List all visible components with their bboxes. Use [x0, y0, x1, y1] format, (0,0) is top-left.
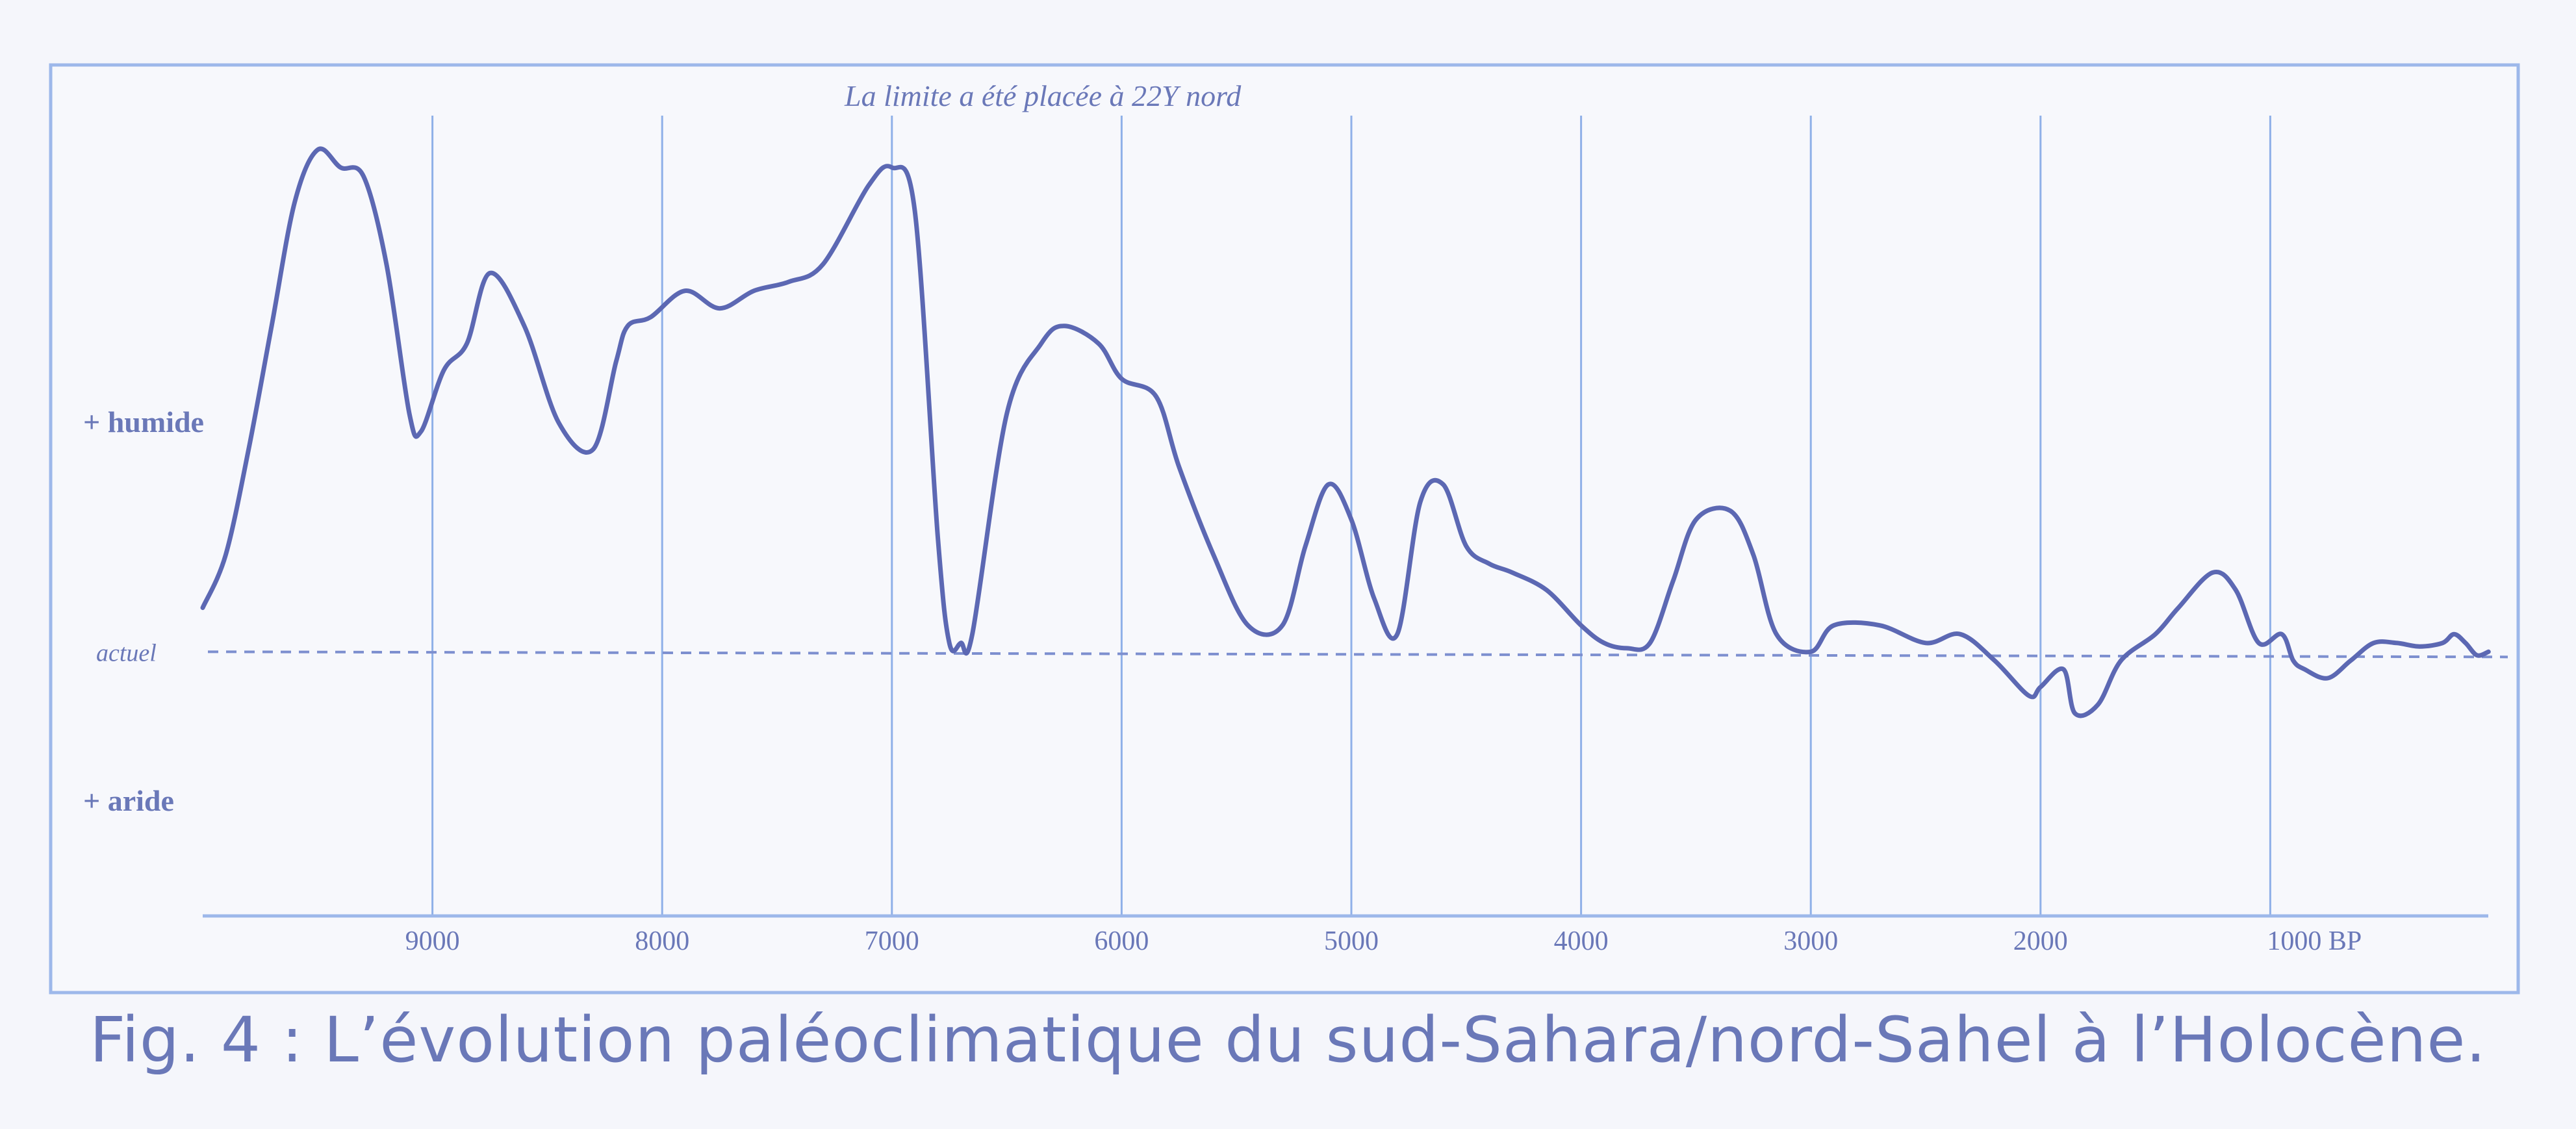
x-tick-label: 9000 [405, 926, 460, 956]
chart-subtitle: La limite a été placée à 22Y nord [844, 79, 1242, 112]
x-tick-label: 6000 [1094, 926, 1149, 956]
figure-caption: Fig. 4 : L’évolution paléoclimatique du … [90, 1004, 2486, 1076]
x-tick-label: 4000 [1554, 926, 1609, 956]
y-category-label: actuel [96, 639, 157, 666]
x-tick-label: 3000 [1783, 926, 1838, 956]
x-tick-labels: 9000 8000 7000 6000 5000 4000 3000 2000 1000 BP [405, 926, 2362, 956]
x-tick-label: 2000 [2013, 926, 2068, 956]
y-category-labels: + humide actuel + aride [83, 405, 204, 817]
y-category-label: + humide [83, 405, 204, 438]
x-tick-label: 8000 [635, 926, 689, 956]
y-category-label: + aride [83, 784, 174, 817]
x-tick-label: 5000 [1324, 926, 1379, 956]
x-tick-label: 7000 [865, 926, 919, 956]
figure-frame [49, 63, 2520, 995]
series-line [200, 146, 2491, 718]
x-tick-label: 1000 BP [2267, 926, 2362, 956]
